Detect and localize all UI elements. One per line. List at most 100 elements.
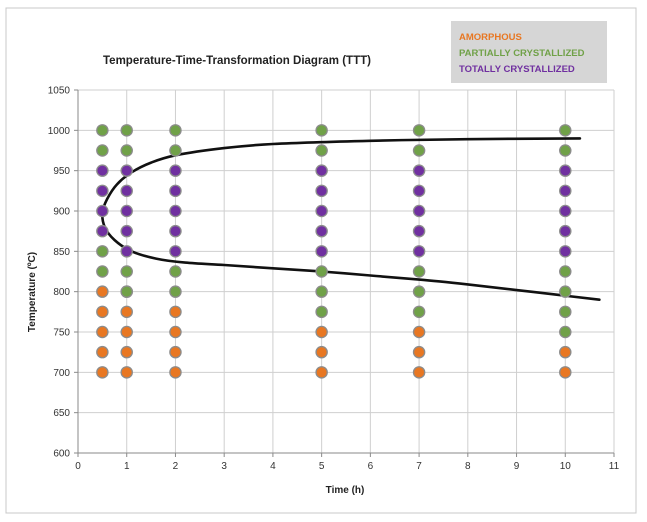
y-tick-label: 900 <box>53 207 70 218</box>
point-amorphous <box>412 366 426 379</box>
x-tick-label: 4 <box>270 461 276 472</box>
x-tick-label: 3 <box>221 461 227 472</box>
axes: 0 1 2 3 4 5 6 7 8 9 10 11 600 650 700 750 800 850 900 950 10… <box>48 86 620 473</box>
point-totally <box>315 245 328 258</box>
point-amorphous <box>412 345 426 359</box>
x-tick-label: 11 <box>609 461 620 472</box>
points-layer <box>96 124 572 379</box>
grid <box>78 89 615 453</box>
y-tick-label: 700 <box>53 368 70 379</box>
point-partially <box>315 265 328 278</box>
point-amorphous <box>96 345 109 359</box>
point-totally <box>169 164 182 177</box>
y-tick-label: 800 <box>53 287 70 298</box>
point-amorphous <box>315 345 328 359</box>
point-totally <box>120 184 133 198</box>
point-totally <box>559 184 572 198</box>
point-partially <box>315 144 328 157</box>
y-tick-label: 1000 <box>48 126 71 137</box>
point-amorphous <box>559 366 572 379</box>
point-amorphous <box>96 325 109 339</box>
point-partially <box>412 305 426 319</box>
x-tick-label: 9 <box>514 461 520 472</box>
point-amorphous <box>120 345 133 359</box>
point-partially <box>315 285 328 298</box>
point-partially <box>120 124 133 137</box>
point-totally <box>559 245 572 258</box>
point-partially <box>559 124 572 137</box>
point-totally <box>120 224 133 238</box>
x-tick-label: 0 <box>75 461 81 472</box>
y-tick-label: 750 <box>53 328 70 339</box>
point-partially <box>559 325 572 339</box>
y-tick-label: 600 <box>53 449 70 460</box>
y-tick-label: 650 <box>53 408 70 419</box>
x-axis-label: Time (h) <box>326 485 365 496</box>
ttt-transformation-curve <box>101 137 601 301</box>
point-totally <box>559 224 572 238</box>
curve-layer <box>101 137 601 301</box>
point-totally <box>96 184 109 198</box>
point-partially <box>412 265 426 278</box>
point-totally <box>120 204 133 218</box>
point-amorphous <box>169 366 182 379</box>
point-totally <box>169 184 182 198</box>
x-tick-label: 8 <box>465 461 471 472</box>
point-totally <box>412 245 426 258</box>
series-partially <box>96 124 572 339</box>
x-tick-label: 7 <box>416 461 422 472</box>
point-partially <box>120 285 133 298</box>
series-amorphous <box>96 285 572 379</box>
point-totally <box>120 164 133 177</box>
point-partially <box>96 245 109 258</box>
point-amorphous <box>120 325 133 339</box>
point-totally <box>120 245 133 258</box>
point-partially <box>559 305 572 319</box>
x-tick-label: 5 <box>319 461 325 472</box>
point-amorphous <box>96 285 109 298</box>
point-amorphous <box>315 325 328 339</box>
x-tick-label: 1 <box>124 461 130 472</box>
point-totally <box>96 204 109 218</box>
y-tick-label: 950 <box>53 166 70 177</box>
point-totally <box>315 204 328 218</box>
point-totally <box>169 224 182 238</box>
point-totally <box>169 245 182 258</box>
legend-item-totally: TOTALLY CRYSTALLIZED <box>459 64 575 75</box>
x-tick-label: 6 <box>368 461 374 472</box>
point-amorphous <box>96 366 109 379</box>
point-amorphous <box>559 345 572 359</box>
point-partially <box>559 265 572 278</box>
legend-item-amorphous: AMORPHOUS <box>459 32 522 43</box>
point-totally <box>559 204 572 218</box>
point-amorphous <box>412 325 426 339</box>
point-totally <box>412 224 426 238</box>
chart-frame <box>5 7 637 514</box>
point-totally <box>169 204 182 218</box>
point-partially <box>169 124 182 137</box>
point-partially <box>412 124 426 137</box>
point-amorphous <box>120 305 133 319</box>
legend-item-partially: PARTIALLY CRYSTALLIZED <box>459 48 585 59</box>
point-partially <box>412 285 426 298</box>
y-tick-label: 1050 <box>48 86 71 97</box>
point-amorphous <box>96 305 109 319</box>
point-partially <box>315 305 328 319</box>
point-totally <box>315 224 328 238</box>
point-partially <box>120 265 133 278</box>
x-tick-label: 10 <box>560 461 572 472</box>
point-partially <box>96 144 109 157</box>
point-partially <box>169 285 182 298</box>
point-partially <box>169 265 182 278</box>
point-amorphous <box>169 345 182 359</box>
x-tick-label: 2 <box>173 461 179 472</box>
point-totally <box>315 164 328 177</box>
chart-title: Temperature-Time-Transformation Diagram … <box>103 55 371 67</box>
y-axis-label: Temperature (ºC) <box>27 252 38 332</box>
y-tick-label: 850 <box>53 247 70 258</box>
point-partially <box>559 285 572 298</box>
point-totally <box>412 164 426 177</box>
legend-box <box>451 21 607 83</box>
